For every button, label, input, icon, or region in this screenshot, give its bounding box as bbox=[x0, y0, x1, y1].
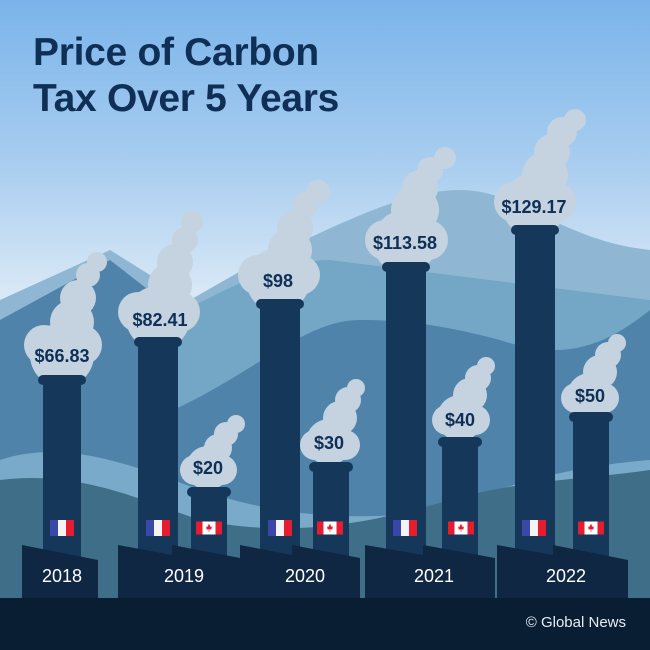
price-label-2021-canada: $40 bbox=[444, 410, 476, 430]
year-label-2022: 2022 bbox=[545, 566, 587, 586]
france-flag-icon bbox=[522, 520, 546, 536]
canada-flag-icon bbox=[317, 521, 343, 535]
price-label-2020-france: $98 bbox=[262, 271, 294, 291]
price-label-2019-france: $82.41 bbox=[132, 310, 188, 330]
year-label-2021: 2021 bbox=[413, 566, 455, 586]
price-label-2022-france: $129.17 bbox=[501, 197, 567, 217]
chimney-2021-france bbox=[386, 265, 426, 560]
title-line-2: Tax Over 5 Years bbox=[33, 77, 340, 120]
footer-bar bbox=[0, 598, 650, 650]
year-label-2020: 2020 bbox=[284, 566, 326, 586]
canada-flag-icon bbox=[578, 521, 604, 535]
price-label-2019-canada: $20 bbox=[192, 458, 224, 478]
year-label-2018: 2018 bbox=[41, 566, 83, 586]
france-flag-icon bbox=[146, 520, 170, 536]
smoke-clouds bbox=[24, 109, 626, 490]
chimney-2020-canada bbox=[313, 465, 349, 560]
chimney-2020-france bbox=[260, 302, 300, 560]
price-label-2020-canada: $30 bbox=[313, 433, 345, 453]
price-label-2022-canada: $50 bbox=[574, 386, 606, 406]
title-line-1: Price of Carbon bbox=[33, 31, 319, 74]
credit-text: © Global News bbox=[525, 614, 626, 631]
canada-flag-icon bbox=[196, 521, 222, 535]
france-flag-icon bbox=[268, 520, 292, 536]
factory-bases bbox=[22, 545, 628, 600]
year-label-2019: 2019 bbox=[163, 566, 205, 586]
canada-flag-icon bbox=[448, 521, 474, 535]
chimneys bbox=[38, 225, 613, 560]
chart-title: Price of Carbon Tax Over 5 Years bbox=[33, 30, 339, 122]
france-flag-icon bbox=[50, 520, 74, 536]
chimney-2021-canada bbox=[442, 440, 478, 560]
chimney-2022-france bbox=[515, 228, 555, 560]
france-flag-icon bbox=[393, 520, 417, 536]
price-label-2021-france: $113.58 bbox=[372, 233, 438, 253]
price-label-2018-france: $66.83 bbox=[34, 346, 90, 366]
chimney-2022-canada bbox=[573, 415, 609, 560]
